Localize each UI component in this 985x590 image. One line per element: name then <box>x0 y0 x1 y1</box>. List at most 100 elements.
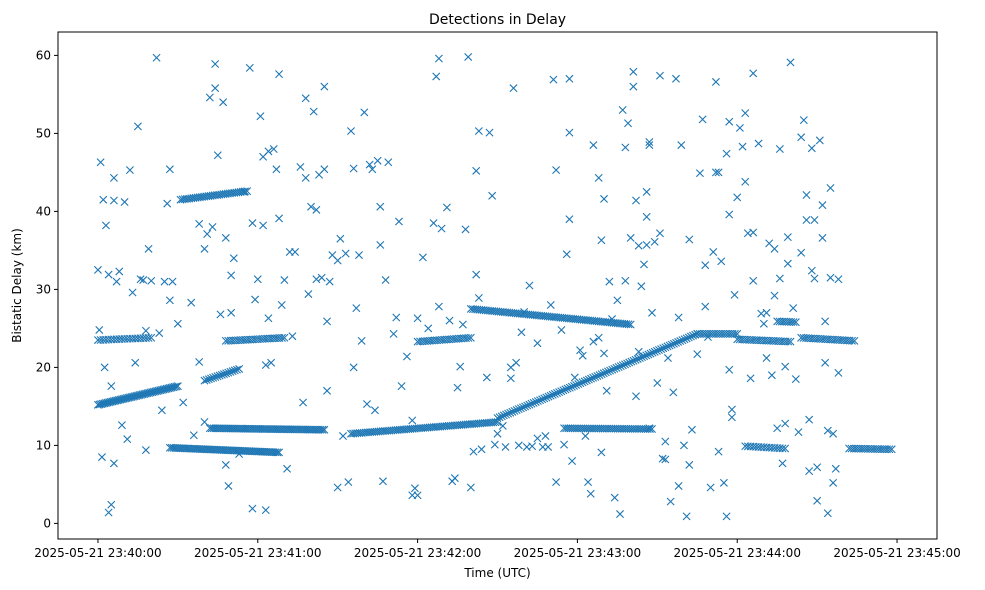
data-point <box>693 350 702 359</box>
data-point <box>312 205 321 214</box>
data-point <box>671 74 680 83</box>
data-point <box>722 149 731 158</box>
data-point <box>211 59 220 68</box>
data-point <box>686 332 695 341</box>
data-point <box>616 510 625 519</box>
data-point <box>200 376 209 385</box>
data-point <box>493 429 502 438</box>
data-point <box>434 302 443 311</box>
y-tick-label: 0 <box>43 516 51 530</box>
data-point <box>510 406 519 415</box>
data-point <box>533 397 542 406</box>
data-point <box>565 215 574 224</box>
data-point <box>580 377 589 386</box>
data-point <box>677 141 686 150</box>
data-point <box>807 266 816 275</box>
data-point <box>105 398 114 407</box>
data-point <box>424 324 433 333</box>
x-tick-label: 2025-05-21 23:41:00 <box>194 546 321 560</box>
data-point <box>442 203 451 212</box>
data-point <box>316 425 325 434</box>
data-point <box>581 432 590 441</box>
data-point <box>509 84 518 93</box>
data-point <box>139 276 148 285</box>
data-point <box>312 275 321 284</box>
data-point <box>520 308 529 317</box>
data-point <box>117 395 126 404</box>
data-point <box>413 491 422 500</box>
data-point <box>172 382 181 391</box>
data-point <box>565 128 574 137</box>
data-point <box>235 364 244 373</box>
data-point <box>432 72 441 81</box>
data-point <box>722 512 731 521</box>
data-point <box>680 335 689 344</box>
data-point <box>578 351 587 360</box>
data-point <box>663 354 672 363</box>
data-point <box>682 512 691 521</box>
data-point <box>749 228 758 237</box>
data-point <box>775 274 784 283</box>
data-point <box>144 333 153 342</box>
data-point <box>802 215 811 224</box>
data-point <box>264 314 273 323</box>
data-point <box>727 413 736 422</box>
data-point <box>211 373 220 381</box>
data-point <box>635 354 644 363</box>
data-point <box>100 363 109 372</box>
data-point <box>508 407 517 416</box>
data-point <box>717 257 726 266</box>
data-point <box>546 301 555 309</box>
data-point <box>140 389 149 398</box>
data-point <box>170 382 179 391</box>
data-point <box>687 425 696 434</box>
data-point <box>632 392 640 401</box>
data-point <box>135 391 144 400</box>
data-point <box>123 435 132 444</box>
data-point <box>280 276 289 285</box>
data-point <box>418 253 427 262</box>
data-point <box>275 448 284 457</box>
data-point <box>221 460 230 469</box>
data-point <box>807 144 816 153</box>
data-point <box>560 440 569 449</box>
data-point <box>626 233 635 242</box>
data-point <box>397 382 406 391</box>
data-point <box>368 165 377 174</box>
data-point <box>661 455 670 464</box>
data-point <box>143 389 152 398</box>
data-point <box>280 333 289 342</box>
data-point <box>658 454 667 463</box>
data-point <box>213 151 222 160</box>
data-point <box>652 346 661 355</box>
data-point <box>228 367 237 376</box>
data-point <box>275 214 284 223</box>
data-point <box>323 386 332 395</box>
data-point <box>97 453 106 462</box>
data-point <box>291 247 300 256</box>
data-point <box>392 313 401 322</box>
data-point <box>161 385 170 394</box>
data-point <box>818 233 827 242</box>
data-point <box>514 405 523 414</box>
data-point <box>642 187 651 196</box>
data-point <box>648 348 657 357</box>
data-point <box>275 70 284 79</box>
data-point <box>544 392 553 401</box>
data-point <box>512 406 521 415</box>
data-point <box>770 291 779 300</box>
data-point <box>109 397 118 406</box>
data-point <box>597 236 606 245</box>
data-point <box>216 310 225 319</box>
data-point <box>645 137 654 146</box>
data-point <box>594 173 603 182</box>
data-point <box>261 506 270 515</box>
data-point <box>157 385 166 394</box>
data-point <box>456 362 465 371</box>
data-point <box>578 378 587 387</box>
data-point <box>661 437 670 446</box>
data-point <box>464 52 473 61</box>
data-point <box>173 382 182 391</box>
data-point <box>634 347 643 356</box>
data-point <box>299 398 308 407</box>
